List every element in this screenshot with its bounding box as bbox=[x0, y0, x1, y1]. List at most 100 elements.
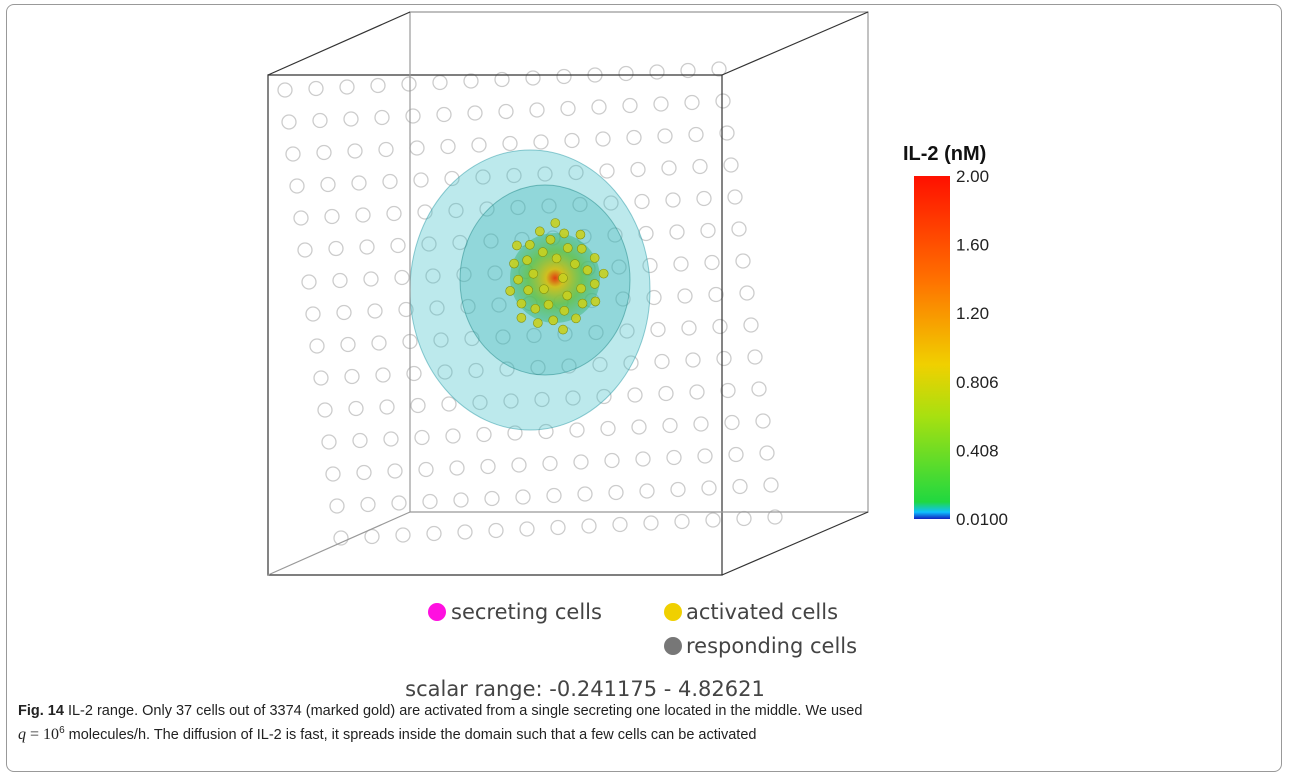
cell bbox=[623, 355, 639, 371]
cell bbox=[716, 350, 732, 367]
cell bbox=[383, 431, 399, 447]
cell bbox=[343, 111, 359, 127]
cell bbox=[701, 480, 717, 496]
cell bbox=[724, 414, 740, 431]
cell bbox=[394, 269, 410, 286]
cell bbox=[336, 304, 352, 321]
cell bbox=[596, 388, 612, 405]
cell bbox=[297, 242, 313, 258]
cell bbox=[483, 233, 499, 249]
caption-line: Fig. 14 IL-2 range. Only 37 cells out of… bbox=[18, 703, 862, 719]
cell bbox=[406, 365, 422, 382]
cell bbox=[398, 301, 414, 318]
activated-cells bbox=[505, 218, 609, 335]
cell bbox=[543, 299, 554, 310]
cell bbox=[449, 460, 465, 476]
cell-grid bbox=[277, 61, 783, 546]
cell bbox=[513, 274, 523, 285]
cell bbox=[550, 519, 566, 536]
cell bbox=[522, 255, 532, 265]
cell bbox=[418, 461, 434, 478]
cell bbox=[325, 466, 341, 482]
cell bbox=[743, 317, 759, 333]
cell bbox=[693, 416, 709, 432]
cell bbox=[562, 290, 573, 301]
cell bbox=[355, 207, 371, 223]
cell bbox=[433, 332, 449, 348]
cell bbox=[519, 521, 535, 537]
cell bbox=[576, 283, 586, 294]
cell bbox=[688, 126, 704, 143]
cell bbox=[558, 324, 568, 335]
cell bbox=[534, 226, 545, 237]
cell bbox=[650, 321, 666, 338]
cell bbox=[523, 285, 533, 295]
cell bbox=[759, 445, 775, 461]
cell bbox=[516, 313, 527, 323]
cell bbox=[328, 240, 344, 257]
cell bbox=[505, 286, 515, 296]
cell bbox=[425, 268, 441, 284]
cell bbox=[604, 452, 620, 469]
cube bbox=[267, 11, 869, 576]
cell bbox=[529, 102, 545, 118]
cell bbox=[359, 239, 375, 255]
math-exp: 6 bbox=[59, 725, 65, 736]
cell bbox=[619, 323, 635, 339]
cell bbox=[510, 199, 526, 216]
caption-text: molecules/h. The diffusion of IL-2 is fa… bbox=[68, 726, 757, 743]
legend-swatch bbox=[664, 637, 682, 655]
cell bbox=[468, 362, 484, 379]
cell bbox=[600, 420, 616, 437]
colorbar-label: 1.20 bbox=[956, 304, 989, 323]
cell bbox=[551, 253, 562, 264]
cell bbox=[516, 298, 527, 309]
cell bbox=[480, 458, 496, 475]
cell bbox=[498, 103, 514, 120]
cell bbox=[344, 368, 360, 385]
cell bbox=[525, 239, 535, 250]
cell bbox=[700, 222, 716, 239]
cell bbox=[669, 224, 685, 240]
cell bbox=[653, 96, 669, 112]
cell bbox=[559, 228, 569, 239]
cell bbox=[445, 428, 461, 444]
cell bbox=[429, 300, 445, 316]
cell bbox=[457, 524, 473, 540]
cell bbox=[592, 356, 608, 373]
cell bbox=[515, 489, 531, 505]
cell bbox=[436, 106, 452, 123]
cell bbox=[352, 432, 368, 449]
cell bbox=[405, 108, 421, 124]
cell bbox=[646, 289, 662, 306]
cell bbox=[289, 178, 305, 194]
cell bbox=[562, 243, 573, 253]
cell bbox=[556, 68, 572, 85]
cell bbox=[533, 134, 549, 150]
cell bbox=[608, 484, 624, 501]
cell bbox=[426, 525, 442, 542]
cell bbox=[697, 448, 713, 464]
caption-label: Fig. 14 bbox=[18, 703, 64, 719]
cell bbox=[467, 105, 483, 121]
cell bbox=[453, 492, 469, 508]
cell bbox=[747, 349, 763, 365]
figure-frame bbox=[6, 4, 1282, 772]
cell bbox=[456, 266, 472, 283]
cell bbox=[736, 510, 752, 527]
cell bbox=[572, 196, 588, 213]
cell bbox=[463, 73, 479, 89]
cell bbox=[622, 97, 638, 114]
cell bbox=[631, 419, 647, 435]
scalar-range: scalar range: -0.241175 - 4.82621 bbox=[405, 677, 765, 700]
cell bbox=[728, 446, 744, 463]
cell bbox=[704, 254, 720, 271]
cell bbox=[413, 172, 429, 188]
cell bbox=[374, 109, 390, 126]
cell bbox=[386, 205, 402, 222]
cell bbox=[680, 62, 696, 79]
cell bbox=[712, 318, 728, 335]
cell bbox=[541, 198, 557, 214]
caption-line: q = 106 molecules/h. The diffusion of IL… bbox=[18, 725, 756, 744]
cell bbox=[512, 240, 522, 251]
